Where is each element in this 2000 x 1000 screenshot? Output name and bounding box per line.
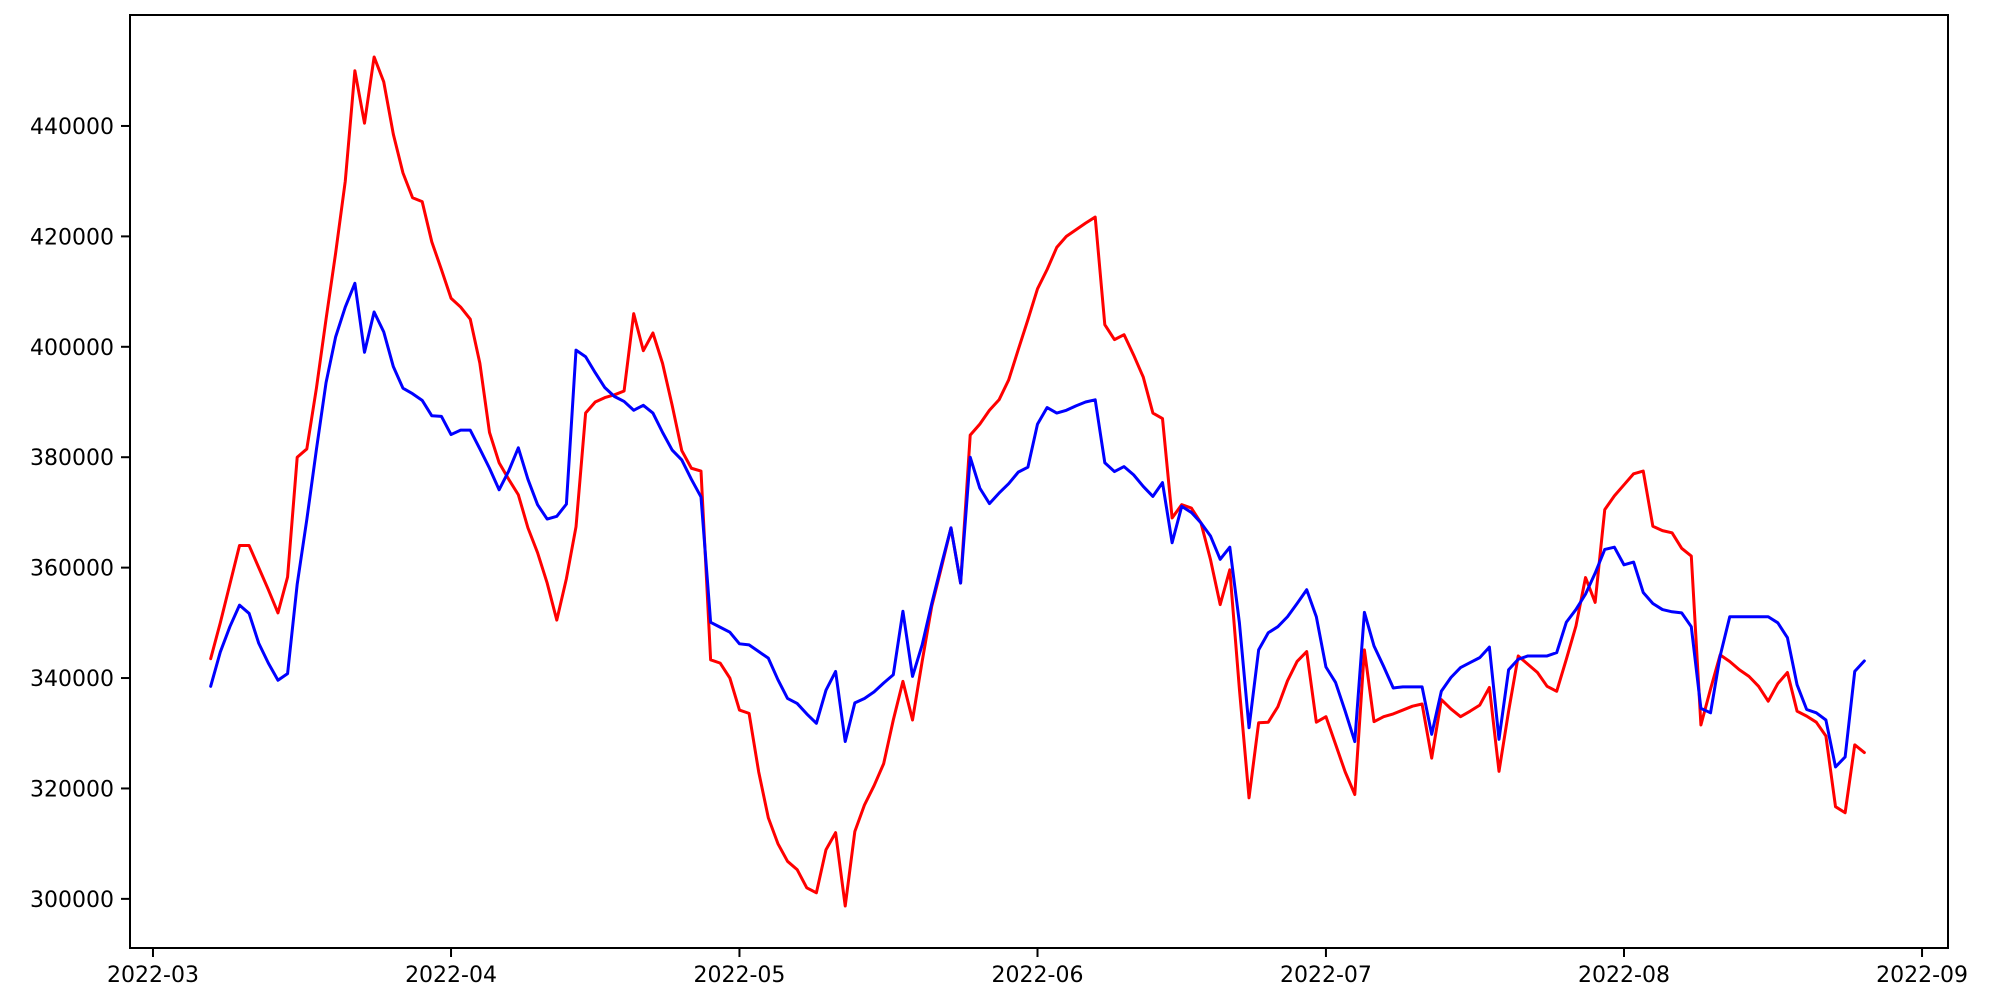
y-tick-label: 340000 bbox=[30, 667, 114, 692]
x-tick-label: 2022-04 bbox=[405, 963, 497, 988]
y-tick-label: 380000 bbox=[30, 446, 114, 471]
y-tick-label: 300000 bbox=[30, 888, 114, 913]
y-tick-label: 420000 bbox=[30, 225, 114, 250]
x-tick-label: 2022-07 bbox=[1280, 963, 1372, 988]
y-tick-label: 320000 bbox=[30, 777, 114, 802]
x-tick-label: 2022-09 bbox=[1876, 963, 1968, 988]
y-tick-label: 400000 bbox=[30, 336, 114, 361]
x-tick-label: 2022-03 bbox=[107, 963, 199, 988]
x-tick-label: 2022-08 bbox=[1578, 963, 1670, 988]
y-tick-label: 440000 bbox=[30, 115, 114, 140]
x-tick-label: 2022-06 bbox=[992, 963, 1084, 988]
axes-spines bbox=[129, 14, 1949, 949]
y-tick-label: 360000 bbox=[30, 557, 114, 582]
x-tick-label: 2022-05 bbox=[694, 963, 786, 988]
blue-series-line bbox=[209, 281, 1866, 769]
